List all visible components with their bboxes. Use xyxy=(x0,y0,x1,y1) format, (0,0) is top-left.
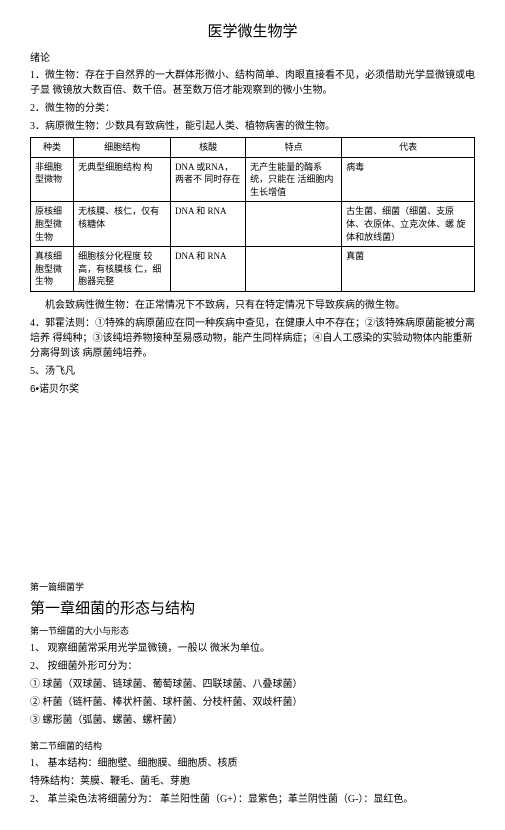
chapter-title: 第一章细菌的形态与结构 xyxy=(30,597,475,618)
cell: DNA 或RNA，两者不 同时存在 xyxy=(171,157,246,202)
classification-table: 种类 细胞结构 核酸 特点 代表 非细胞型微物 无典型细胞结构 构 DNA 或R… xyxy=(30,137,475,292)
sec2-i3: 2、 革兰染色法将细菌分为： 革兰阳性菌（G+）：显紫色；革兰阴性菌（G-）：显… xyxy=(30,792,475,808)
spacer xyxy=(30,400,475,580)
th-4: 特点 xyxy=(246,138,342,158)
intro-p1: 1．微生物：存在于自然界的一大群体形微小、结构简单、肉眼直接看不见，必须借助光学… xyxy=(30,68,475,98)
sec1-i3: ① 球菌（双球菌、链球菌、葡萄球菌、四联球菌、八叠球菌） xyxy=(30,677,475,693)
table-row: 真核细胞型微生物 细胞核分化程度 较高，有核膜核 仁，细胞器完整 DNA 和 R… xyxy=(31,247,475,292)
spacer xyxy=(30,731,475,739)
cell xyxy=(246,202,342,247)
sec1-i5: ③ 螺形菌（弧菌、螺菌、螺杆菌） xyxy=(30,713,475,729)
cell: 无产生能量的酶系统，只能在 活细胞内生长增值 xyxy=(246,157,342,202)
intro-p3: 3．病原微生物：少数具有致病性，能引起人类、植物病害的微生物。 xyxy=(30,119,475,134)
th-3: 核酸 xyxy=(171,138,246,158)
th-2: 细胞结构 xyxy=(74,138,171,158)
page-title: 医学微生物学 xyxy=(30,20,475,41)
sec1-label: 第一节细菌的大小与形态 xyxy=(30,624,475,637)
th-5: 代表 xyxy=(342,138,475,158)
sec2-label: 第二节细菌的结构 xyxy=(30,739,475,752)
after-table-p3: 5、汤飞凡 xyxy=(30,364,475,379)
intro-p2: 2．微生物的分类： xyxy=(30,101,475,116)
cell: 原核细胞型微生物 xyxy=(31,202,74,247)
sec1-i4: ② 杆菌（链杆菌、棒状杆菌、球杆菌、分枝杆菌、双歧杆菌） xyxy=(30,695,475,711)
sec1-i1: 1、 观察细菌常采用光学显微镜，一般以 微米为单位。 xyxy=(30,641,475,657)
cell: 古生菌、细菌（细菌、支原 体、衣原体、立克次体、螺 旋体和放线菌） xyxy=(342,202,475,247)
intro-label: 绪论 xyxy=(30,49,475,64)
cell: DNA 和 RNA xyxy=(171,247,246,292)
after-table-p4: 6•诺贝尔奖 xyxy=(30,382,475,397)
sec1-i2: 2、 按细菌外形可分为： xyxy=(30,659,475,675)
sec2-i2: 特殊结构：荚膜、鞭毛、菌毛、芽胞 xyxy=(30,774,475,790)
after-table-p2: 4．郭霍法则：①特殊的病原菌应在同一种疾病中查见，在健康人中不存在；②该特殊病原… xyxy=(30,316,475,361)
cell: 无核膜、核仁，仅有核糖体 xyxy=(74,202,171,247)
cell: 病毒 xyxy=(342,157,475,202)
table-row: 非细胞型微物 无典型细胞结构 构 DNA 或RNA，两者不 同时存在 无产生能量… xyxy=(31,157,475,202)
cell xyxy=(246,247,342,292)
cell: DNA 和 RNA xyxy=(171,202,246,247)
th-1: 种类 xyxy=(31,138,74,158)
sec2-i1: 1、 基本结构：细胞壁、细胞膜、细胞质、核质 xyxy=(30,756,475,772)
cell: 细胞核分化程度 较高，有核膜核 仁，细胞器完整 xyxy=(74,247,171,292)
cell: 无典型细胞结构 构 xyxy=(74,157,171,202)
after-table-p1: 机会致病性微生物：在正常情况下不致病，只有在特定情况下导致疾病的微生物。 xyxy=(30,298,475,313)
cell: 真核细胞型微生物 xyxy=(31,247,74,292)
cell: 非细胞型微物 xyxy=(31,157,74,202)
chapter-pre: 第一篇细菌学 xyxy=(30,580,475,593)
cell: 真菌 xyxy=(342,247,475,292)
table-row: 原核细胞型微生物 无核膜、核仁，仅有核糖体 DNA 和 RNA 古生菌、细菌（细… xyxy=(31,202,475,247)
table-header-row: 种类 细胞结构 核酸 特点 代表 xyxy=(31,138,475,158)
